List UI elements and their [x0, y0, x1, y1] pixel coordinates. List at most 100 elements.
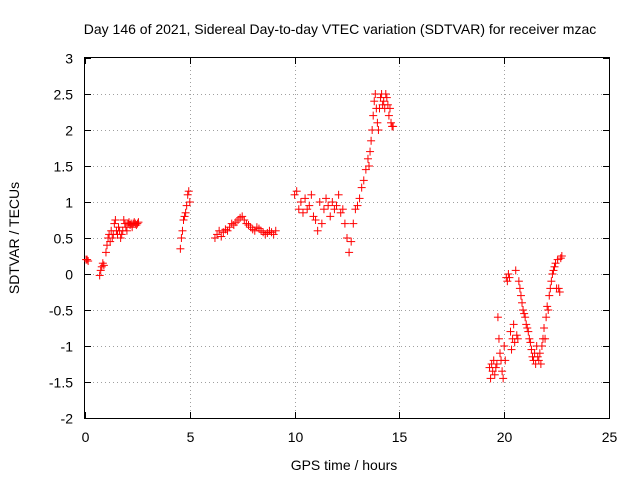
data-point	[236, 213, 245, 222]
data-point	[491, 363, 500, 372]
data-point	[374, 126, 383, 134]
data-point	[296, 198, 305, 206]
data-point	[227, 219, 236, 228]
data-point	[116, 234, 125, 242]
data-point	[549, 266, 558, 275]
y-tick-label: 0.5	[54, 231, 74, 247]
data-point	[176, 244, 185, 253]
x-tick-label: 25	[602, 429, 618, 445]
data-point	[134, 218, 143, 227]
y-tick-label: 3	[65, 51, 73, 67]
y-tick-label: 2.5	[54, 87, 74, 103]
data-point	[122, 226, 131, 235]
data-point	[315, 198, 324, 206]
data-point	[492, 360, 501, 368]
data-point	[117, 230, 126, 239]
data-point	[111, 216, 120, 224]
data-point	[387, 118, 396, 127]
data-point	[114, 223, 123, 232]
chart-title: Day 146 of 2021, Sidereal Day-to-day VTE…	[84, 21, 597, 37]
data-point	[223, 226, 232, 235]
data-point	[382, 93, 391, 102]
data-point	[301, 194, 310, 203]
data-point	[95, 271, 104, 280]
data-point	[242, 219, 251, 228]
data-point	[269, 230, 278, 239]
data-point	[110, 219, 119, 228]
data-point	[556, 254, 565, 263]
data-point	[248, 225, 257, 234]
data-point	[307, 190, 316, 199]
data-point	[309, 212, 318, 221]
data-point	[252, 223, 261, 232]
x-tick-label: 10	[288, 429, 304, 445]
data-layer	[82, 90, 566, 383]
data-point	[512, 331, 521, 340]
data-point	[303, 205, 312, 214]
data-point	[290, 190, 299, 199]
data-point	[486, 374, 495, 383]
y-tick-label: -1.5	[49, 375, 73, 391]
data-point	[500, 342, 509, 350]
data-point	[536, 360, 545, 368]
data-point	[261, 230, 270, 239]
data-point	[523, 324, 532, 332]
data-point	[353, 201, 362, 210]
data-point	[334, 190, 343, 199]
data-point	[332, 201, 341, 210]
y-axis-label: SDTVAR / TECUs	[6, 182, 22, 294]
data-point	[503, 277, 512, 286]
data-point	[383, 100, 392, 109]
data-point	[555, 288, 564, 296]
data-point	[340, 219, 349, 228]
data-point	[355, 194, 364, 203]
data-point	[363, 154, 372, 163]
data-point	[540, 324, 549, 332]
data-point	[324, 201, 333, 210]
data-point	[83, 255, 92, 264]
data-point	[537, 342, 546, 350]
y-tick-label: -1	[61, 339, 74, 355]
data-point	[547, 277, 556, 286]
data-point	[533, 352, 542, 361]
data-point	[504, 270, 513, 278]
data-point	[499, 374, 508, 383]
data-point	[501, 356, 510, 365]
data-point	[367, 136, 376, 145]
data-point	[545, 291, 554, 300]
data-point	[184, 187, 193, 196]
data-point	[384, 111, 393, 120]
data-point	[240, 216, 249, 224]
data-point	[381, 90, 390, 98]
data-point	[217, 232, 226, 241]
data-point	[298, 208, 307, 217]
data-point	[305, 201, 314, 210]
data-point	[349, 219, 358, 228]
data-point	[359, 176, 368, 185]
data-point	[515, 284, 524, 293]
data-point	[317, 219, 326, 228]
data-point	[496, 349, 505, 358]
data-point	[544, 306, 553, 314]
data-point	[557, 252, 566, 260]
data-point	[267, 228, 276, 237]
data-point	[271, 226, 280, 235]
data-point	[183, 190, 192, 199]
data-point	[514, 277, 523, 286]
x-tick-label: 20	[497, 429, 513, 445]
data-point	[221, 225, 230, 234]
data-point	[347, 237, 356, 246]
data-point	[357, 183, 366, 192]
y-tick-label: -2	[61, 411, 74, 427]
data-point	[389, 122, 398, 131]
data-point	[369, 111, 378, 120]
data-point	[322, 194, 331, 203]
x-tick-label: 15	[392, 429, 408, 445]
data-point	[385, 104, 394, 113]
data-point	[526, 338, 535, 347]
data-point	[551, 259, 560, 268]
data-point	[330, 205, 339, 214]
data-point	[525, 334, 534, 343]
data-point	[522, 320, 531, 329]
data-point	[313, 226, 322, 235]
